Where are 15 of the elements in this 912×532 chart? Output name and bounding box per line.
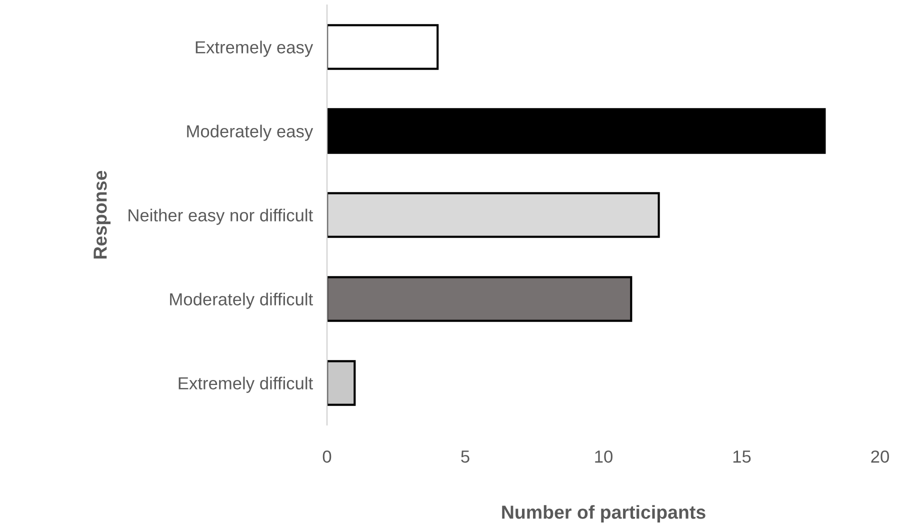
x-axis-title: Number of participants [502,505,706,523]
x-tick-label: 10 [595,450,612,463]
y-tick-label: Extremely difficult [178,376,313,393]
y-tick-label: Moderately difficult [170,292,313,309]
bar [327,276,632,322]
y-tick-label: Neither easy nor difficult [128,208,313,225]
x-tick-label: 15 [733,450,751,463]
x-tick-label: 20 [871,450,889,463]
y-tick-label: Moderately easy [187,124,314,141]
x-tick-label: 0 [322,450,332,463]
x-tick-label: 5 [461,450,470,463]
bar [327,108,826,154]
y-tick-label: Extremely easy [196,40,314,57]
bar [327,24,439,70]
y-axis-title: Response [94,170,111,259]
